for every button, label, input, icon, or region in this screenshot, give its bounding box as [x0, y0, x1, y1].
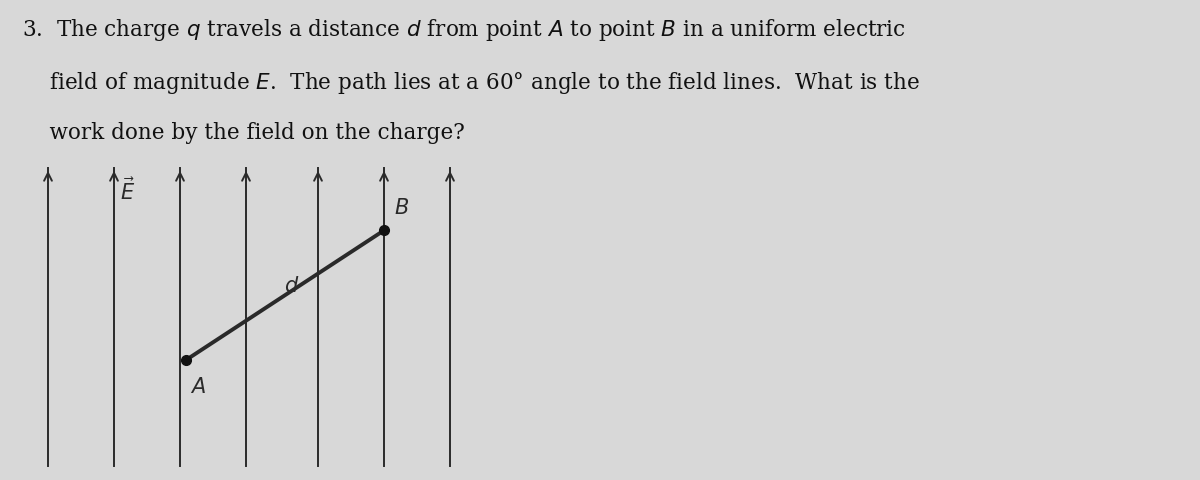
Text: $d$: $d$ [284, 276, 300, 296]
Text: $\vec{E}$: $\vec{E}$ [120, 177, 136, 204]
Text: $A$: $A$ [190, 377, 205, 397]
Text: field of magnitude $E$.  The path lies at a 60° angle to the field lines.  What : field of magnitude $E$. The path lies at… [22, 70, 919, 96]
Text: work done by the field on the charge?: work done by the field on the charge? [22, 122, 464, 144]
Text: $B$: $B$ [394, 198, 409, 218]
Text: 3.  The charge $q$ travels a distance $d$ from point $A$ to point $B$ in a unifo: 3. The charge $q$ travels a distance $d$… [22, 17, 906, 43]
